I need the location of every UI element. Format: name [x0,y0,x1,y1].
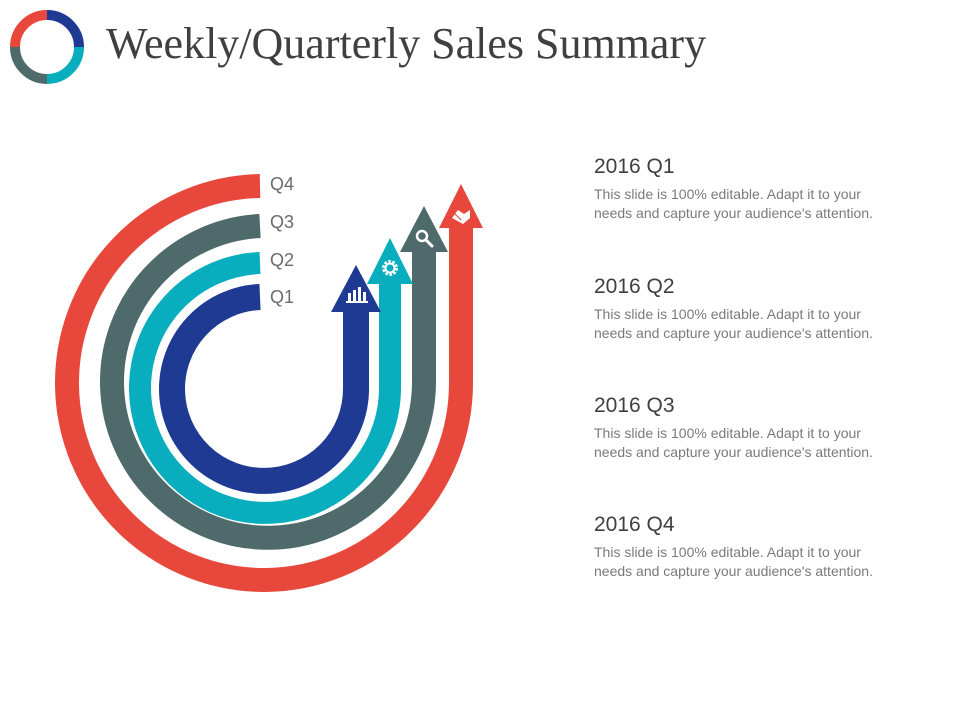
label-q2: Q2 [270,250,295,270]
entry-text: This slide is 100% editable. Adapt it to… [594,306,873,341]
label-q3: Q3 [270,212,295,232]
logo-ring-icon [10,10,84,84]
entry-heading: 2016 Q2 [594,275,675,298]
label-q1: Q1 [270,287,295,307]
entry-text: This slide is 100% editable. Adapt it to… [594,186,873,221]
label-q4: Q4 [270,174,295,194]
entry-q2: 2016 Q2 This slide is 100% editable. Ada… [594,275,894,343]
entry-q1: 2016 Q1 This slide is 100% editable. Ada… [594,155,894,223]
handshake-icon [452,210,470,224]
gear-icon [382,260,398,276]
entry-text: This slide is 100% editable. Adapt it to… [594,544,873,579]
entry-heading: 2016 Q4 [594,513,675,536]
entry-text: This slide is 100% editable. Adapt it to… [594,425,873,460]
entry-heading: 2016 Q1 [594,155,675,178]
arrow-q1 [159,265,381,494]
entry-q3: 2016 Q3 This slide is 100% editable. Ada… [594,394,894,462]
arrow-q4 [55,174,483,592]
magnifier-icon [415,229,434,248]
page-title: Weekly/Quarterly Sales Summary [106,19,707,68]
bar-chart-icon [346,287,368,303]
entry-heading: 2016 Q3 [594,394,675,417]
arrow-q3 [100,206,448,550]
entry-q4: 2016 Q4 This slide is 100% editable. Ada… [594,513,894,581]
